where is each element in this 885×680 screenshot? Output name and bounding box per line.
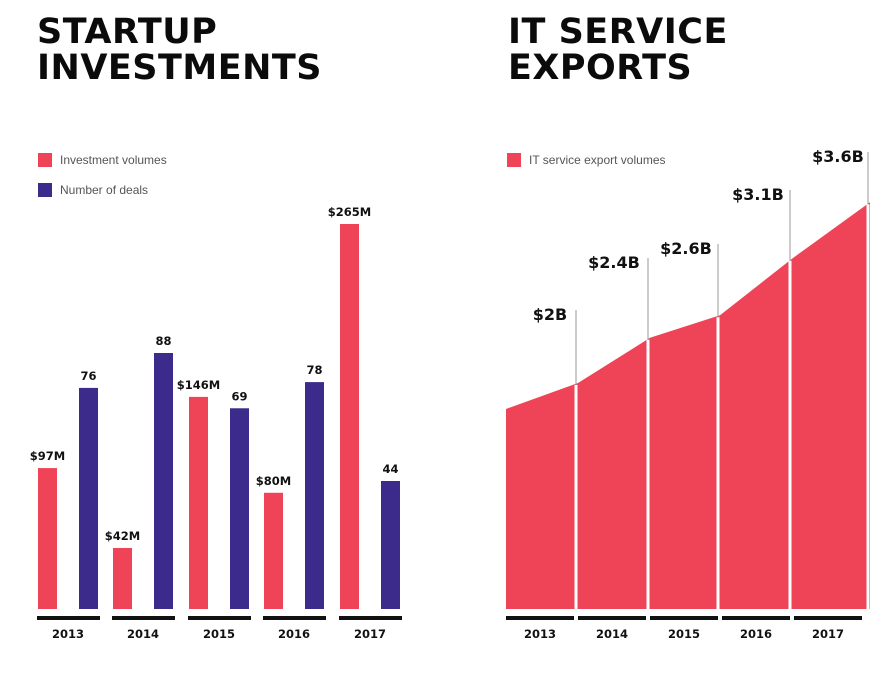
bar-investment-2016: [264, 492, 283, 609]
bar-investment-2014: [113, 547, 132, 609]
x-axis-segment-right-2015: [650, 616, 718, 620]
bar-label-investment-2013: $97M: [30, 449, 65, 463]
area-label-2016: $3.1B: [732, 185, 784, 204]
title-line-1: STARTUP: [37, 12, 218, 52]
x-axis-segment-right-2014: [578, 616, 646, 620]
legend-label-deals: Number of deals: [60, 183, 148, 197]
startup-investments-title: STARTUP INVESTMENTS: [37, 14, 322, 86]
title-line-2: INVESTMENTS: [37, 48, 323, 88]
x-tick-label-right-2017: 2017: [812, 627, 844, 641]
x-axis-segment-2016: [263, 616, 326, 620]
x-tick-label-right-2016: 2016: [740, 627, 772, 641]
x-tick-label-2016: 2016: [278, 627, 310, 641]
x-axis-segment-2017: [339, 616, 402, 620]
bar-deals-2014: [154, 353, 173, 609]
bar-investment-2015: [189, 396, 208, 609]
bar-investment-2017: [340, 224, 359, 609]
bar-label-investment-2015: $146M: [177, 378, 220, 392]
bar-label-investment-2017: $265M: [328, 205, 371, 219]
area-label-2015: $2.6B: [660, 239, 712, 258]
bar-label-investment-2016: $80M: [256, 474, 291, 488]
bar-deals-2017: [381, 481, 400, 609]
bar-deals-2015: [230, 408, 249, 609]
x-axis-segment-2015: [188, 616, 251, 620]
x-axis-segment-2014: [112, 616, 175, 620]
x-tick-label-right-2013: 2013: [524, 627, 556, 641]
x-axis-segment-right-2017: [794, 616, 862, 620]
it-service-exports-title: IT SERVICE EXPORTS: [508, 14, 728, 86]
bar-label-deals-2016: 78: [306, 363, 322, 377]
x-tick-label-2014: 2014: [127, 627, 159, 641]
x-axis-segment-right-2016: [722, 616, 790, 620]
x-axis-segment-right-2013: [506, 616, 574, 620]
bar-label-deals-2017: 44: [382, 462, 398, 476]
bar-label-deals-2013: 76: [80, 369, 96, 383]
area-it-service-exports: [506, 202, 870, 609]
bar-label-investment-2014: $42M: [105, 529, 140, 543]
x-tick-label-right-2014: 2014: [596, 627, 628, 641]
bar-deals-2016: [305, 382, 324, 609]
bar-investment-2013: [38, 468, 57, 609]
bar-label-deals-2015: 69: [231, 389, 247, 403]
x-tick-label-2017: 2017: [354, 627, 386, 641]
legend-label-investment: Investment volumes: [60, 153, 167, 167]
legend-label-it-exports: IT service export volumes: [529, 153, 666, 167]
x-tick-label-2013: 2013: [52, 627, 84, 641]
x-tick-label-2015: 2015: [203, 627, 235, 641]
legend-swatch-deals: [38, 183, 52, 197]
legend-swatch-it-exports: [507, 153, 521, 167]
area-label-2014: $2.4B: [588, 253, 640, 272]
area-label-2017: $3.6B: [812, 147, 864, 166]
title-line-1: IT SERVICE: [508, 12, 728, 52]
bar-deals-2013: [79, 387, 98, 609]
area-label-2013: $2B: [533, 305, 567, 324]
legend-swatch-investment: [38, 153, 52, 167]
bar-label-deals-2014: 88: [155, 334, 171, 348]
x-axis-segment-2013: [37, 616, 100, 620]
title-line-2: EXPORTS: [508, 48, 693, 88]
x-tick-label-right-2015: 2015: [668, 627, 700, 641]
